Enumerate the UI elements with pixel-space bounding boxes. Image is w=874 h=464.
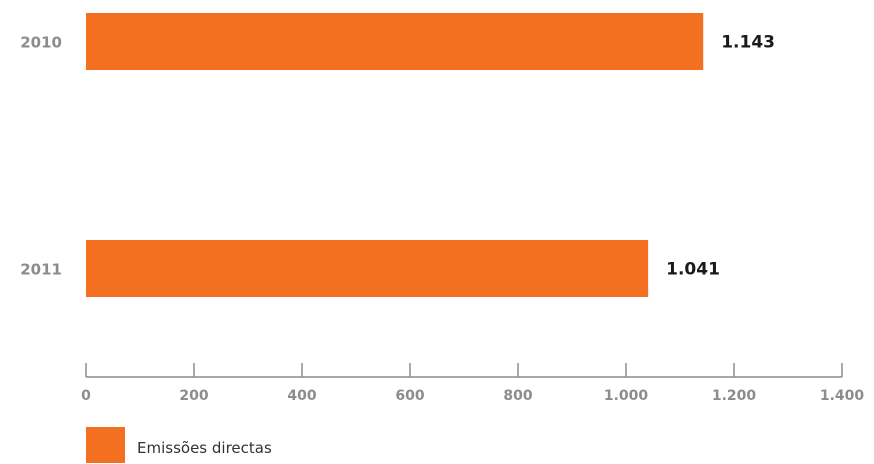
x-tick-label: 800: [503, 388, 532, 404]
legend-swatch: [86, 427, 125, 463]
x-tick-label: 1.200: [712, 388, 757, 404]
category-label-2011: 2011: [20, 261, 62, 279]
value-label-2011: 1.041: [666, 260, 720, 280]
category-label-2010: 2010: [20, 34, 62, 52]
x-tick-label: 0: [81, 388, 91, 404]
x-tick-label: 1.000: [604, 388, 649, 404]
legend: Emissões directas: [86, 427, 272, 463]
labels-layer: 2010 1.143 2011 1.041: [20, 33, 775, 280]
x-tick-label: 1.400: [820, 388, 865, 404]
legend-label: Emissões directas: [137, 439, 272, 457]
x-axis: 0 200 400 600 800 1.000 1.200 1.400: [81, 363, 864, 404]
x-tick-label: 600: [395, 388, 424, 404]
bars-layer: [86, 13, 704, 297]
x-tick-label: 200: [179, 388, 208, 404]
bar-2011: [86, 240, 649, 297]
value-label-2010: 1.143: [721, 33, 775, 53]
x-tick-label: 400: [287, 388, 316, 404]
bar-2010: [86, 13, 704, 70]
